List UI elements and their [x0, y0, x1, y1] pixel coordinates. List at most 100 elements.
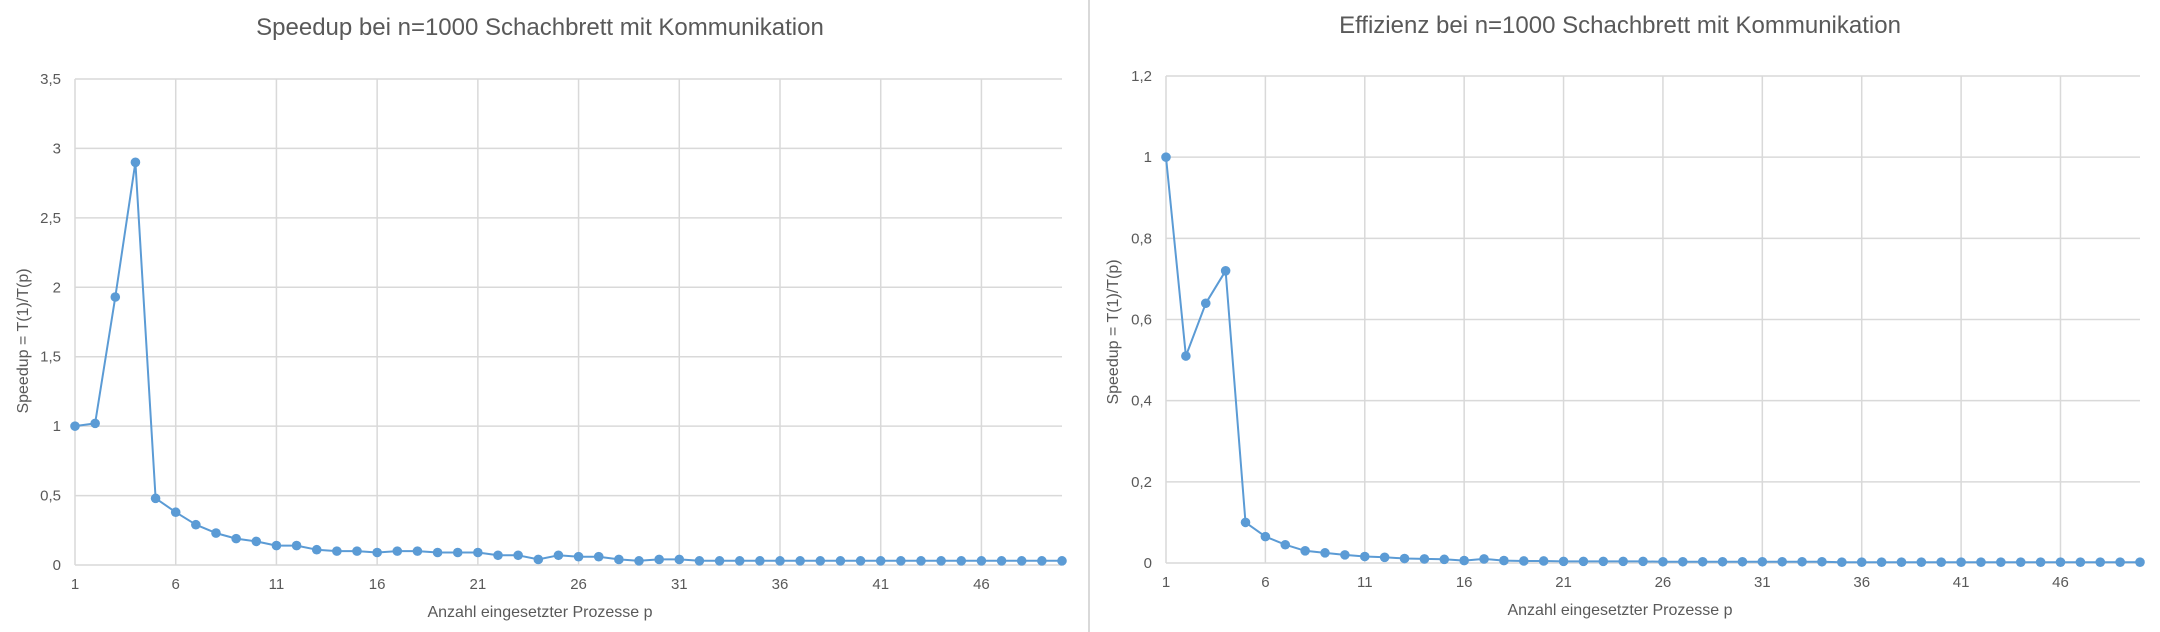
data-point	[1717, 556, 1728, 567]
data-point	[1057, 556, 1067, 566]
x-tick-label: 1	[1162, 574, 1170, 591]
x-tick-label: 31	[671, 576, 688, 593]
data-point	[674, 554, 685, 565]
data-point	[1936, 557, 1947, 567]
data-point	[1161, 152, 1171, 162]
x-tick-label: 26	[1655, 574, 1672, 591]
data-point	[835, 556, 846, 566]
data-point	[775, 556, 785, 566]
y-tick-label: 0,8	[1131, 230, 1152, 247]
y-tick-label: 1	[53, 418, 61, 435]
y-tick-label: 0	[53, 557, 61, 574]
data-point	[1578, 556, 1589, 567]
data-point	[1638, 556, 1648, 567]
data-point	[271, 540, 282, 551]
data-point	[352, 546, 362, 556]
grid	[74, 78, 1062, 566]
data-point	[1340, 550, 1350, 560]
data-point	[1618, 556, 1628, 567]
x-tick-label: 6	[1261, 574, 1269, 591]
data-point	[1518, 556, 1529, 566]
data-point	[1777, 556, 1788, 567]
data-point	[1956, 557, 1966, 567]
x-tick-label: 46	[2052, 574, 2069, 591]
data-point	[1876, 557, 1887, 567]
x-tick-label: 36	[1853, 574, 1870, 591]
series-line	[1161, 152, 2145, 567]
data-point	[1399, 553, 1410, 564]
chart-title: Effizienz bei n=1000 Schachbrett mit Kom…	[1339, 12, 1901, 39]
data-point	[1658, 556, 1668, 567]
data-point	[1459, 555, 1469, 566]
data-point	[1757, 556, 1768, 567]
x-tick-labels: 1 6 11 16 21 26 31 36 41 46	[1162, 574, 2069, 591]
speedup-chart: Speedup bei n=1000 Schachbrett mit Kommu…	[15, 14, 1067, 621]
data-point	[311, 544, 322, 555]
data-point	[332, 546, 342, 556]
data-point	[392, 546, 403, 556]
efficiency-chart: Effizienz bei n=1000 Schachbrett mit Kom…	[1105, 12, 2145, 619]
y-axis-label: Speedup = T(1)/T(p)	[15, 268, 32, 413]
y-tick-label: 1,5	[40, 349, 61, 366]
y-tick-label: 0,6	[1131, 312, 1152, 329]
data-point	[1856, 557, 1867, 567]
series-polyline	[74, 161, 1062, 562]
data-point	[150, 493, 161, 504]
data-point	[936, 556, 946, 566]
data-point	[191, 519, 201, 530]
data-point	[211, 528, 221, 538]
data-point	[1558, 556, 1569, 567]
y-tick-label: 0,2	[1131, 474, 1152, 491]
x-tick-label: 21	[470, 576, 487, 593]
data-point	[2095, 557, 2106, 567]
data-point	[1837, 557, 1847, 567]
data-point	[130, 157, 141, 168]
data-point	[1996, 557, 2006, 567]
series-polyline	[1165, 157, 2140, 564]
data-point	[614, 554, 624, 565]
data-point	[1797, 556, 1807, 567]
data-point	[815, 556, 826, 566]
data-point	[654, 554, 664, 565]
data-point	[1439, 554, 1450, 565]
data-point	[1678, 556, 1688, 567]
data-point	[1320, 548, 1330, 558]
data-point	[251, 536, 262, 547]
panel-divider	[1088, 0, 1090, 632]
x-tick-label: 21	[1555, 574, 1572, 591]
data-point	[1181, 351, 1191, 361]
data-point	[170, 507, 181, 518]
x-tick-label: 36	[772, 576, 789, 593]
data-point	[70, 421, 80, 431]
x-tick-label: 41	[872, 576, 889, 593]
data-point	[593, 551, 604, 562]
x-tick-label: 11	[269, 576, 285, 593]
efficiency-chart-panel: Effizienz bei n=1000 Schachbrett mit Kom…	[1090, 0, 2160, 632]
data-point	[372, 547, 382, 558]
x-axis-label: Anzahl eingesetzter Prozesse p	[1507, 602, 1732, 619]
y-tick-label: 3,5	[40, 71, 61, 88]
data-point	[553, 550, 564, 561]
data-point	[1260, 531, 1271, 542]
data-point	[1240, 517, 1251, 528]
x-tick-label: 41	[1953, 574, 1970, 591]
data-point	[694, 556, 705, 566]
x-tick-label: 26	[570, 576, 587, 593]
data-point	[533, 554, 544, 565]
y-tick-label: 2	[53, 279, 61, 296]
y-tick-label: 1,2	[1131, 68, 1152, 85]
x-axis-label: Anzahl eingesetzter Prozesse p	[427, 604, 652, 621]
series-line	[70, 157, 1067, 566]
x-tick-label: 31	[1754, 574, 1771, 591]
data-point	[855, 556, 866, 566]
x-tick-label: 46	[973, 576, 990, 593]
data-point	[110, 292, 121, 302]
y-tick-label: 2,5	[40, 210, 61, 227]
data-point	[1697, 556, 1708, 567]
data-point	[634, 556, 644, 566]
data-point	[714, 556, 725, 566]
data-point	[2015, 557, 2026, 567]
data-point	[1896, 557, 1907, 567]
data-point	[956, 556, 967, 566]
x-tick-labels: 1 6 11 16 21 26 31 36 41 46	[71, 576, 990, 593]
